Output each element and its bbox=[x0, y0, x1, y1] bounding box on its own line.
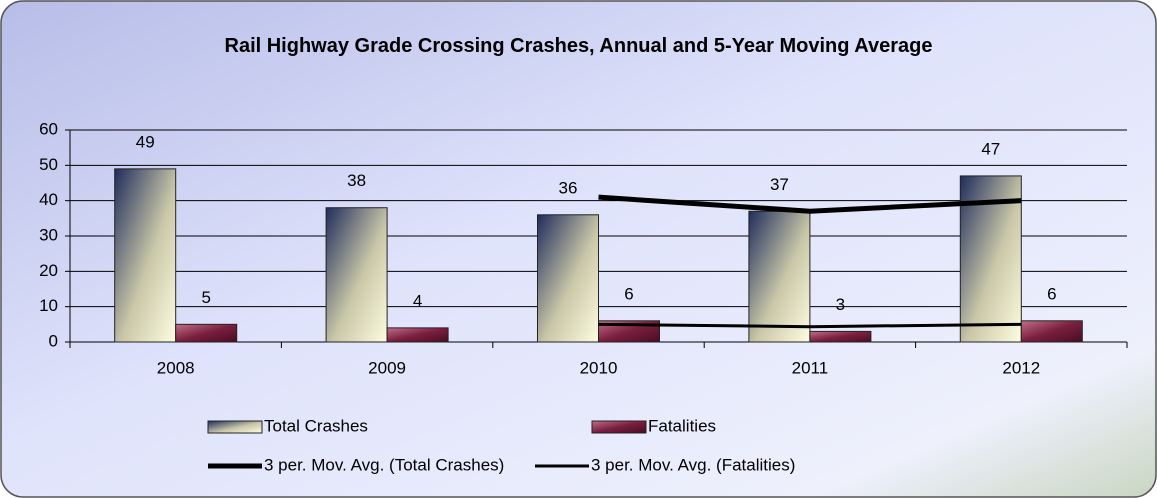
data-label: 36 bbox=[559, 178, 578, 197]
data-label: 6 bbox=[1047, 284, 1056, 303]
y-tick-label: 20 bbox=[39, 261, 58, 280]
bar bbox=[537, 214, 599, 343]
y-tick-label: 60 bbox=[39, 119, 58, 138]
x-tick-label: 2010 bbox=[580, 358, 618, 377]
x-tick-label: 2011 bbox=[792, 358, 829, 377]
x-tick-label: 2012 bbox=[1002, 358, 1040, 377]
y-tick-label: 30 bbox=[39, 225, 58, 244]
y-tick-label: 40 bbox=[39, 190, 58, 209]
bar bbox=[325, 207, 388, 343]
data-label: 49 bbox=[136, 132, 155, 151]
legend-label: Fatalities bbox=[648, 416, 716, 435]
x-tick-label: 2009 bbox=[368, 358, 406, 377]
y-tick-label: 10 bbox=[39, 296, 58, 315]
y-tick-label: 50 bbox=[39, 155, 58, 174]
bar bbox=[1020, 320, 1083, 343]
bar bbox=[114, 168, 177, 343]
title-box: Rail Highway Grade Crossing Crashes, Ann… bbox=[224, 35, 933, 57]
data-label: 5 bbox=[201, 288, 210, 307]
data-label: 6 bbox=[624, 284, 633, 303]
legend-label: 3 per. Mov. Avg. (Fatalities) bbox=[591, 455, 795, 474]
legend-label: 3 per. Mov. Avg. (Total Crashes) bbox=[264, 455, 504, 474]
data-label: 3 bbox=[836, 295, 845, 314]
bar bbox=[175, 323, 238, 343]
trend-line bbox=[598, 322, 1022, 329]
legend-swatch bbox=[207, 420, 263, 434]
x-tick-label: 2008 bbox=[157, 358, 195, 377]
trend-line bbox=[598, 194, 1022, 214]
data-label: 38 bbox=[347, 171, 366, 190]
y-tick-label: 0 bbox=[49, 331, 58, 350]
data-label: 37 bbox=[770, 175, 789, 194]
chart-title: Rail Highway Grade Crossing Crashes, Ann… bbox=[224, 35, 933, 57]
bar bbox=[386, 327, 449, 343]
data-label: 4 bbox=[413, 291, 422, 310]
data-label: 47 bbox=[981, 139, 1000, 158]
legend-swatch bbox=[591, 420, 647, 434]
bar bbox=[809, 330, 872, 343]
bar bbox=[748, 210, 811, 343]
legend-label: Total Crashes bbox=[264, 416, 368, 435]
